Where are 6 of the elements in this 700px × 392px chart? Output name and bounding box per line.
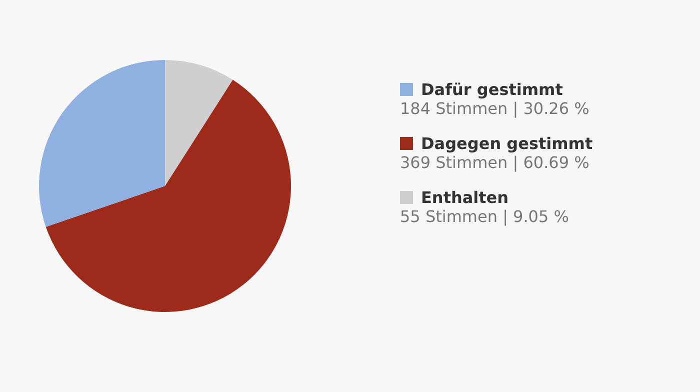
data-label: 55 Stimmen | 9.05 % [400,207,570,226]
legend-label: Dafür gestimmt [420,80,564,99]
data-label: 369 Stimmen | 60.69 % [400,153,590,172]
legend-label: Enthalten [420,188,510,207]
data-label: 184 Stimmen | 30.26 % [400,99,590,118]
legend-label: Dagegen gestimmt [420,134,593,153]
